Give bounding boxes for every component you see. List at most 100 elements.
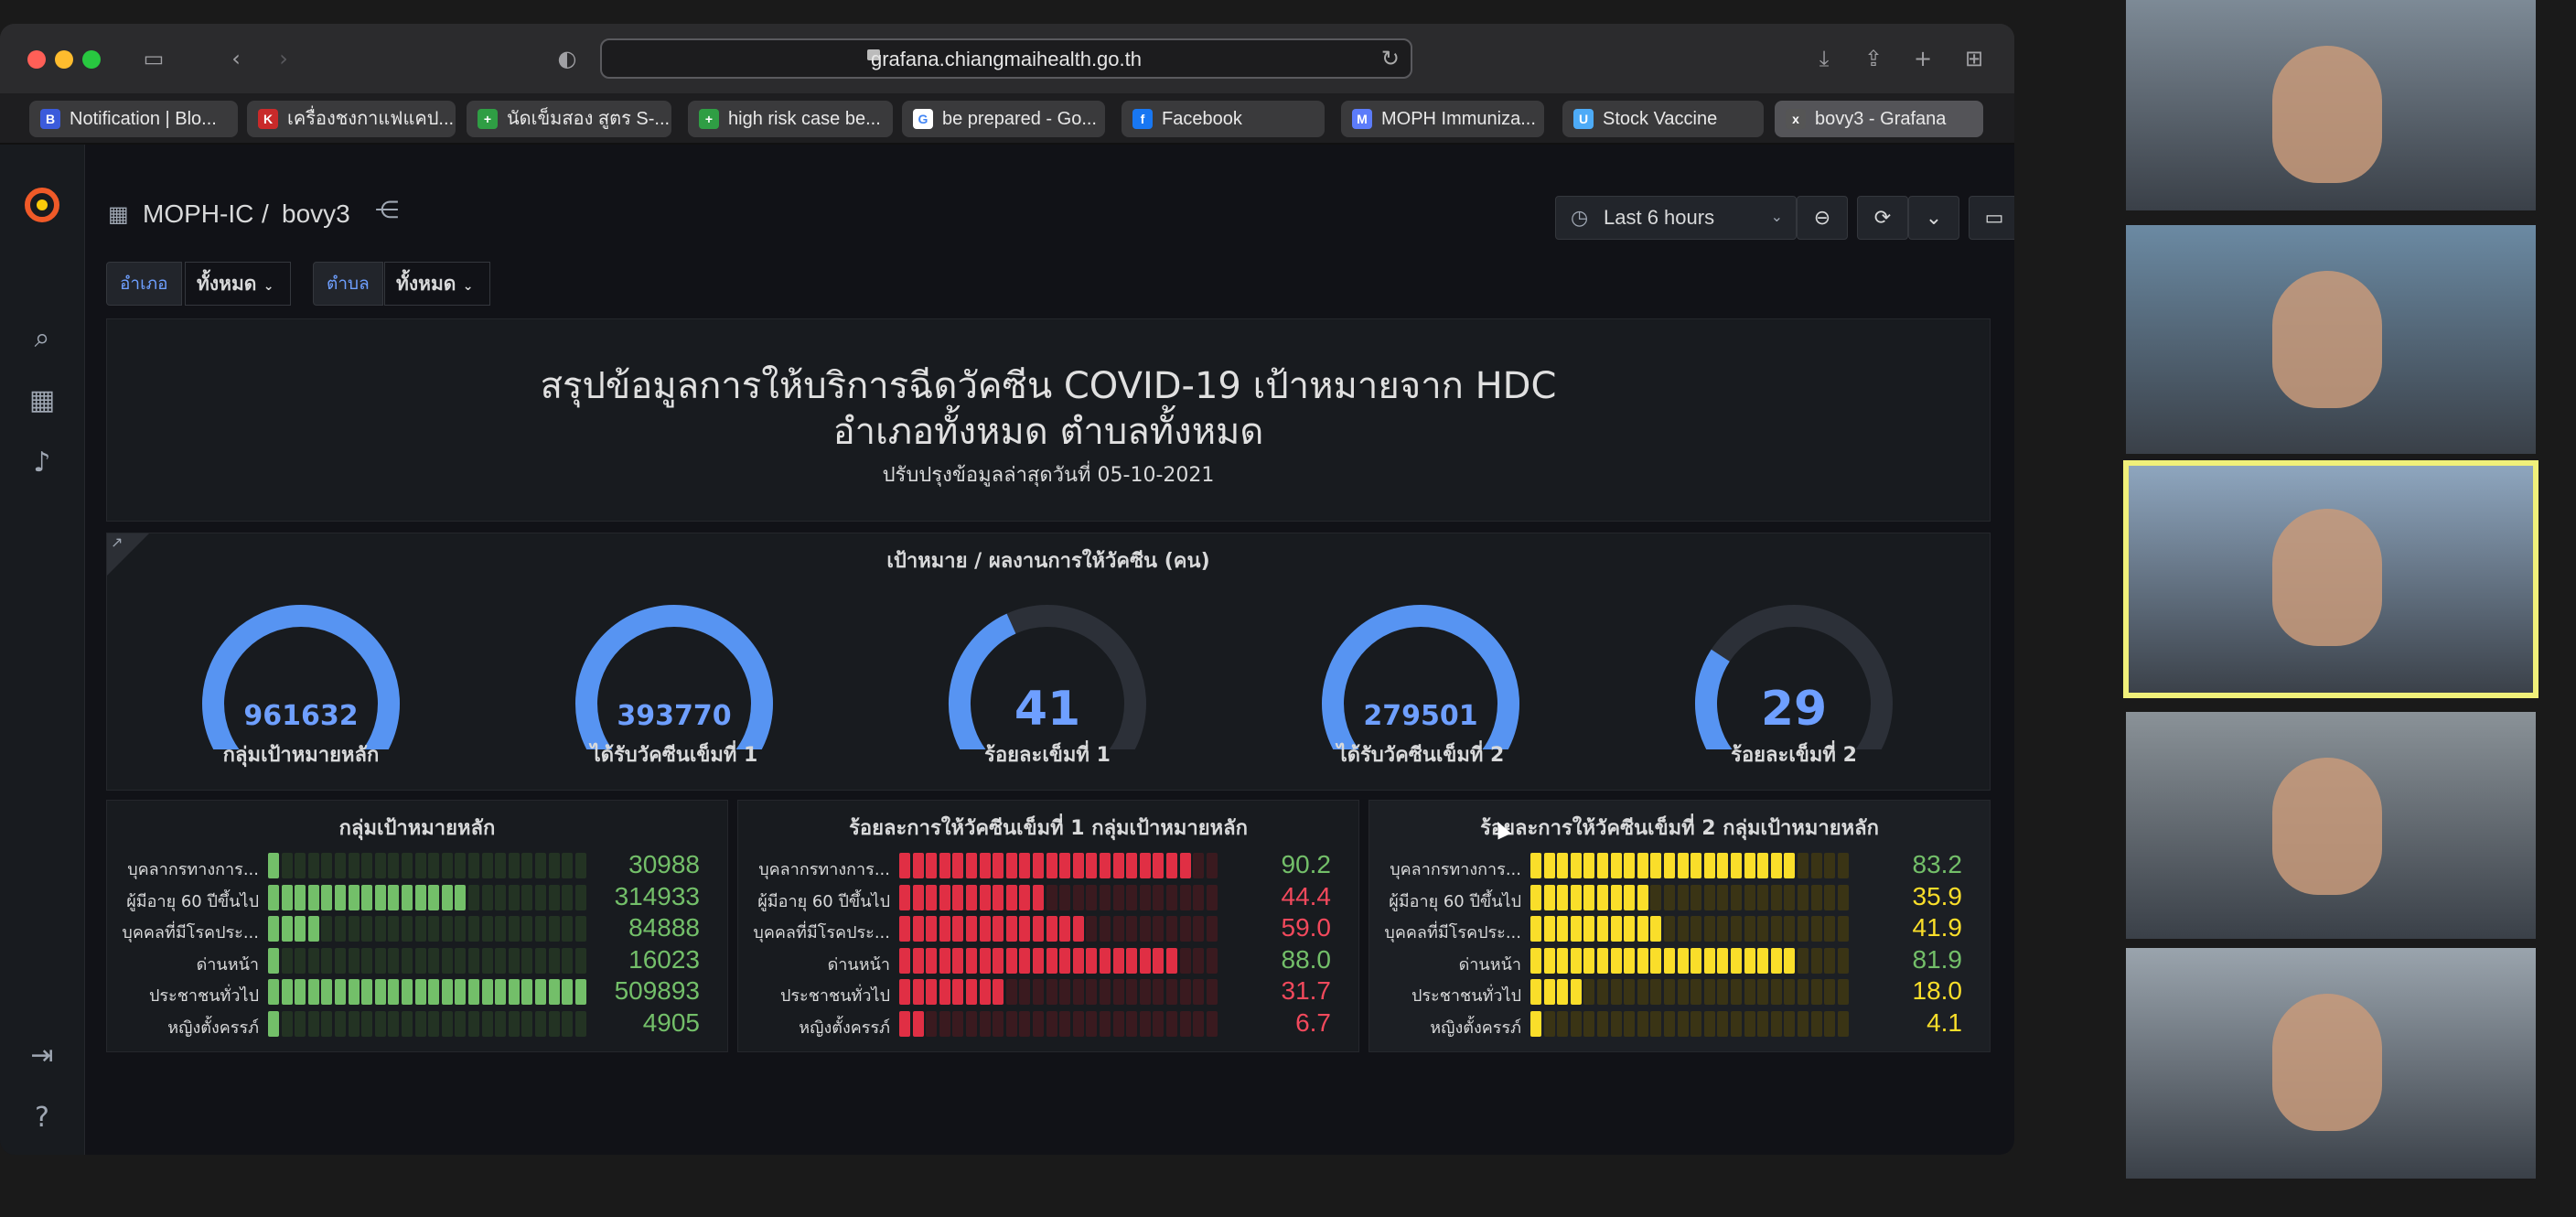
- bar-row-value: 90.2: [1281, 850, 1332, 878]
- maximize-window-button[interactable]: [82, 50, 101, 69]
- bar-row: ประชาชนทั่วไป 18.0: [1369, 976, 1990, 1007]
- bar-cell: [1019, 916, 1031, 942]
- bar-cell: [455, 916, 467, 942]
- address-bar[interactable]: grafana.chiangmaihealth.go.th ↻: [600, 38, 1412, 79]
- browser-tab[interactable]: B Notification | Blo...: [29, 101, 238, 137]
- zoom-out-button[interactable]: ⊖: [1797, 196, 1848, 240]
- bar-cell: [1677, 884, 1689, 910]
- bar-cell: [1086, 884, 1098, 910]
- sign-in-icon[interactable]: ⇥: [30, 1039, 54, 1072]
- bar-cell: [1597, 947, 1608, 974]
- gauge-fill: [575, 605, 773, 774]
- external-link-icon[interactable]: ↗: [111, 533, 123, 551]
- bar-cell: [1784, 1010, 1796, 1037]
- sidebar-toggle-icon[interactable]: ▭: [143, 46, 165, 71]
- share-dashboard-icon[interactable]: ⋲: [375, 196, 399, 223]
- bar-cell: [468, 979, 479, 1005]
- variable-select-amphoe[interactable]: ทั้งหมด ⌄: [185, 262, 291, 306]
- bar-gauge: [268, 884, 588, 910]
- browser-tab[interactable]: U Stock Vaccine: [1562, 101, 1764, 137]
- bar-cell: [1059, 916, 1071, 942]
- bar-cell: [966, 1010, 977, 1037]
- participant-face: [2272, 758, 2382, 895]
- tab-favicon-icon: M: [1352, 109, 1372, 129]
- bar-cell: [1677, 853, 1689, 878]
- bar-cell: [521, 1010, 533, 1037]
- bar-cell: [952, 1010, 964, 1037]
- bar-cell: [952, 916, 964, 942]
- back-icon[interactable]: ‹: [231, 46, 241, 71]
- bar-cell: [926, 979, 938, 1005]
- browser-tab[interactable]: M MOPH Immuniza...: [1341, 101, 1544, 137]
- close-window-button[interactable]: [27, 50, 46, 69]
- url-text: grafana.chiangmaihealth.go.th: [871, 48, 1142, 70]
- breadcrumb-folder[interactable]: MOPH-IC: [143, 199, 254, 228]
- bar-cell: [1810, 1010, 1822, 1037]
- browser-tab[interactable]: + high risk case be...: [688, 101, 893, 137]
- bar-cell: [1530, 884, 1541, 910]
- gauge-panel: ↗ เป้าหมาย / ผลงานการให้วัคซีน (คน) 9616…: [106, 533, 1991, 791]
- new-tab-icon[interactable]: +: [1913, 46, 1933, 71]
- bar-cell: [521, 916, 533, 942]
- browser-tab[interactable]: x bovy3 - Grafana: [1775, 101, 1983, 137]
- bar-cell: [321, 1010, 333, 1037]
- bar-cell: [1731, 853, 1742, 878]
- bar-cell: [1703, 884, 1715, 910]
- bar-cell: [548, 884, 560, 910]
- bar-cell: [428, 1010, 440, 1037]
- bar-row-value: 81.9: [1912, 944, 1963, 974]
- forward-icon[interactable]: ›: [279, 46, 288, 71]
- bar-cell: [335, 884, 346, 910]
- bar-cell: [966, 916, 977, 942]
- bar-cell: [1824, 979, 1836, 1005]
- bar-cell: [414, 1010, 426, 1037]
- bar-row-value: 35.9: [1912, 881, 1963, 910]
- bar-cell: [562, 979, 574, 1005]
- panel-link-corner[interactable]: [107, 533, 149, 576]
- bar-cell: [1610, 916, 1622, 942]
- bar-cell: [1126, 947, 1138, 974]
- search-icon[interactable]: ⌕: [34, 322, 50, 354]
- minimize-window-button[interactable]: [55, 50, 73, 69]
- breadcrumb-dashboard[interactable]: bovy3: [282, 199, 350, 228]
- download-icon[interactable]: ⤓: [1819, 46, 1830, 71]
- bar-cell: [1677, 947, 1689, 974]
- time-range-picker[interactable]: ◷ Last 6 hours ⌄: [1555, 196, 1797, 240]
- monitor-icon: ▭: [1984, 206, 2004, 229]
- browser-toolbar: ▭ ‹ › ◐ grafana.chiangmaihealth.go.th ↻ …: [0, 24, 2014, 93]
- bar-cell: [1798, 853, 1809, 878]
- bar-cell: [912, 947, 924, 974]
- bar-row-value: 41.9: [1912, 913, 1963, 942]
- variable-select-tambon[interactable]: ทั้งหมด ⌄: [384, 262, 490, 306]
- refresh-interval-dropdown[interactable]: ⌄: [1908, 196, 1959, 240]
- bar-panel-title: กลุ่มเป้าหมายหลัก: [338, 817, 496, 840]
- browser-tab[interactable]: f Facebook: [1122, 101, 1325, 137]
- cycle-view-mode-button[interactable]: ▭: [1969, 196, 2014, 240]
- bar-cell: [912, 853, 924, 878]
- dashboards-icon[interactable]: ▦: [28, 384, 56, 416]
- bar-cell: [1033, 916, 1044, 942]
- bar-cell: [926, 1010, 938, 1037]
- refresh-button[interactable]: ⟳: [1857, 196, 1908, 240]
- participant-video-tile[interactable]: [2126, 0, 2536, 210]
- bar-cell: [374, 1010, 386, 1037]
- bar-cell: [926, 916, 938, 942]
- participant-video-tile[interactable]: [2126, 948, 2536, 1179]
- alerting-bell-icon[interactable]: ♪: [33, 447, 51, 479]
- browser-tab[interactable]: K เครื่องชงกาแฟแคป...: [247, 101, 456, 137]
- bar-cell: [1005, 979, 1017, 1005]
- share-icon[interactable]: ⇪: [1863, 46, 1884, 71]
- participant-video-tile[interactable]: [2126, 225, 2536, 454]
- browser-tab[interactable]: + นัดเข็มสอง สูตร S-...: [467, 101, 671, 137]
- help-icon[interactable]: ?: [35, 1102, 49, 1134]
- bar-cell: [268, 947, 279, 974]
- reload-icon[interactable]: ↻: [1380, 46, 1400, 71]
- tab-overview-icon[interactable]: ⊞: [1964, 46, 1984, 71]
- privacy-shield-icon[interactable]: ◐: [557, 46, 577, 71]
- bar-cell: [1193, 947, 1205, 974]
- grafana-app: ⌕ ▦ ♪ ⇥ ? ▦ MOPH-IC / bovy3 ⋲ ◷ Last 6 h…: [0, 145, 2014, 1155]
- participant-video-tile[interactable]: [2123, 460, 2538, 698]
- grafana-logo-icon[interactable]: [22, 185, 62, 225]
- participant-video-tile[interactable]: [2126, 712, 2536, 939]
